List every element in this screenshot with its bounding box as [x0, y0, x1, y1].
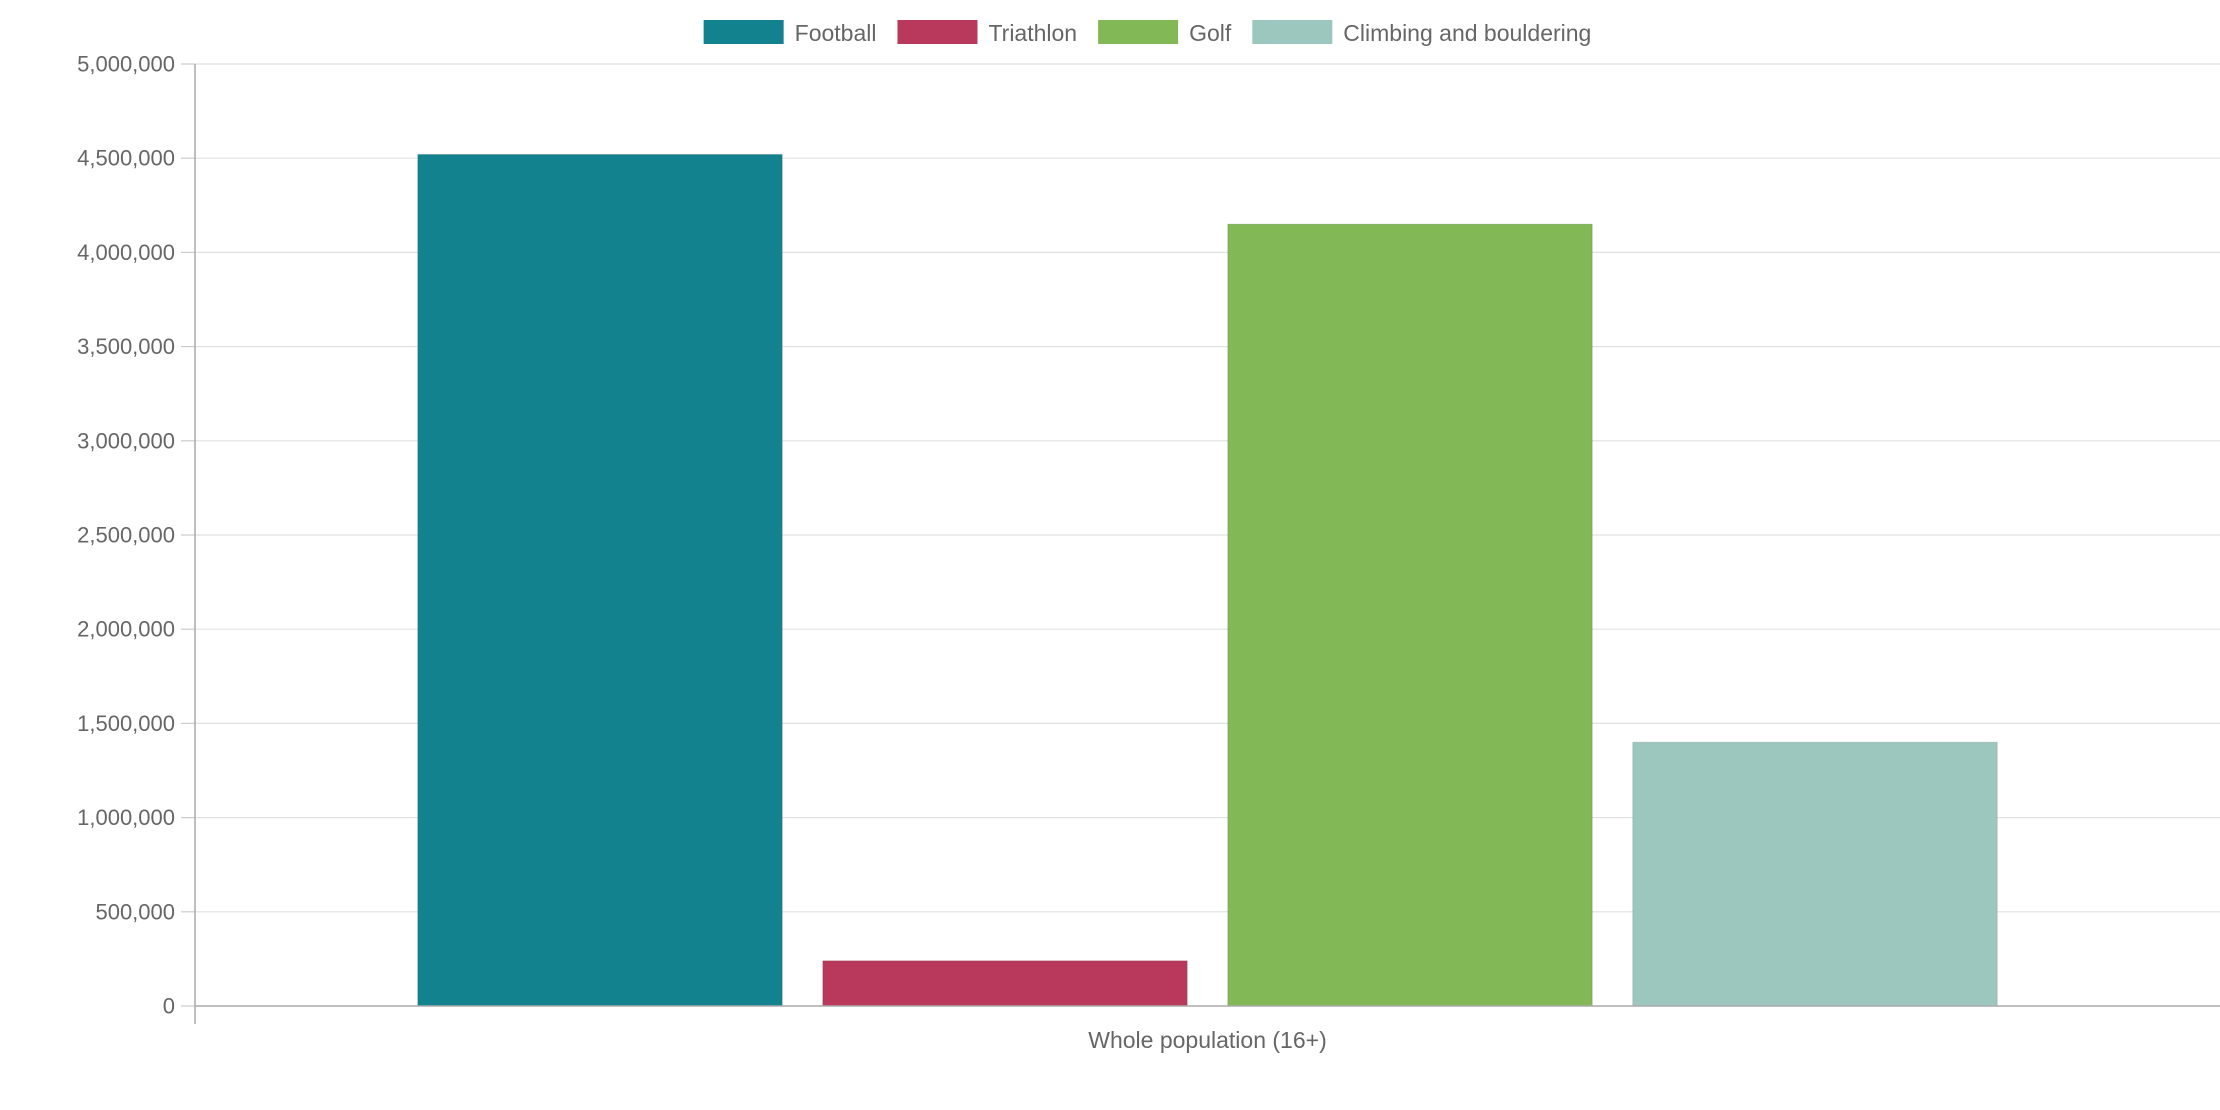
y-tick-label: 0 [163, 994, 175, 1019]
y-tick-label: 5,000,000 [77, 52, 175, 77]
x-category-label: Whole population (16+) [1088, 1027, 1326, 1053]
legend-label: Football [795, 20, 877, 46]
y-axis-ticks: 0 500,000 1,000,000 1,500,000 2,000,000 2,500… [77, 52, 195, 1019]
axes [194, 64, 2220, 1024]
y-tick-label: 1,500,000 [77, 711, 175, 736]
legend-item-climbing-and-bouldering[interactable]: Climbing and bouldering [1252, 20, 1591, 46]
y-tick-label: 3,000,000 [77, 428, 175, 453]
bar-football[interactable] [417, 153, 783, 1007]
y-tick-label: 1,000,000 [77, 805, 175, 830]
legend-label: Golf [1189, 20, 1232, 46]
legend: Football Triathlon Golf Climbing and boulde… [703, 20, 1591, 46]
legend-item-football[interactable]: Football [703, 20, 877, 46]
legend-swatch [1098, 20, 1179, 44]
legend-label: Triathlon [988, 20, 1077, 46]
y-tick-label: 4,000,000 [77, 240, 175, 265]
y-tick-label: 500,000 [95, 899, 175, 924]
bars [417, 153, 1998, 1007]
legend-item-golf[interactable]: Golf [1098, 20, 1232, 46]
legend-item-triathlon[interactable]: Triathlon [897, 20, 1077, 46]
y-tick-label: 4,500,000 [77, 146, 175, 171]
bar-triathlon[interactable] [822, 960, 1188, 1007]
legend-swatch [703, 20, 784, 44]
legend-label: Climbing and bouldering [1343, 20, 1591, 46]
legend-swatch [1252, 20, 1333, 44]
x-axis-labels: Whole population (16+) [1088, 1027, 1326, 1053]
bar-golf[interactable] [1227, 223, 1593, 1007]
y-tick-label: 2,000,000 [77, 617, 175, 642]
y-tick-label: 3,500,000 [77, 334, 175, 359]
y-tick-label: 2,500,000 [77, 523, 175, 548]
legend-swatch [897, 20, 978, 44]
bar-climbing-and-bouldering[interactable] [1632, 741, 1998, 1007]
